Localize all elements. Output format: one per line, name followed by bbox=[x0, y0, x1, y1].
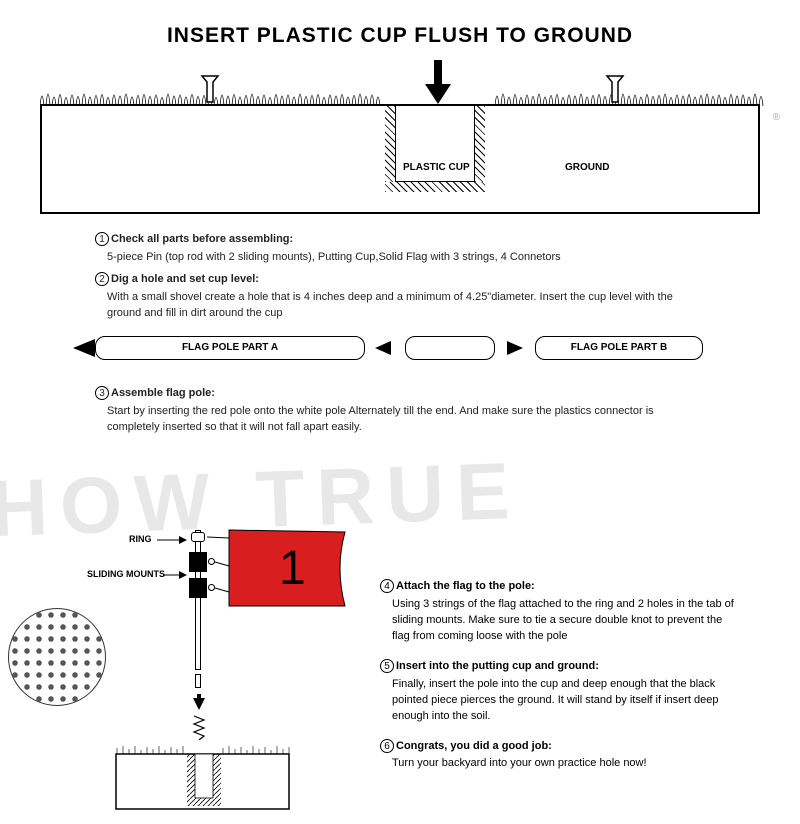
step-4-body: Using 3 strings of the flag attached to … bbox=[392, 597, 740, 645]
sliding-arrow-icon bbox=[163, 571, 187, 579]
svg-text:1: 1 bbox=[279, 542, 306, 595]
golf-ball-icon bbox=[8, 608, 106, 706]
mini-ground-diagram bbox=[115, 744, 290, 810]
pole-connector bbox=[405, 336, 495, 360]
step-3-num: 3 bbox=[95, 386, 109, 400]
step-2-head: Dig a hole and set cup level: bbox=[111, 273, 259, 285]
instructions-right: 4Attach the flag to the pole: Using 3 st… bbox=[380, 579, 740, 786]
plastic-cup-label: PLASTIC CUP bbox=[403, 162, 470, 173]
cross-section-diagram: PLASTIC CUP GROUND bbox=[40, 56, 760, 226]
step-1-body: 5-piece Pin (top rod with 2 sliding moun… bbox=[107, 250, 705, 266]
cup-bottom bbox=[385, 182, 485, 192]
step-1-head: Check all parts before assembling: bbox=[111, 233, 293, 245]
pole-part-a: FLAG POLE PART A bbox=[95, 336, 365, 360]
tee-right-icon bbox=[605, 74, 625, 106]
cup-wall-right bbox=[475, 104, 485, 182]
step-5-num: 5 bbox=[380, 659, 394, 673]
arrow-left-icon bbox=[73, 339, 95, 357]
step-5-body: Finally, insert the pole into the cup an… bbox=[392, 677, 740, 725]
flag-pole bbox=[195, 530, 201, 670]
pole-part-b: FLAG POLE PART B bbox=[535, 336, 703, 360]
main-title: INSERT PLASTIC CUP FLUSH TO GROUND bbox=[0, 24, 800, 48]
instructions-top: 1Check all parts before assembling: 5-pi… bbox=[95, 232, 705, 322]
arrow-down-icon bbox=[425, 60, 451, 104]
step-2-num: 2 bbox=[95, 272, 109, 286]
sliding-mounts-label: SLIDING MOUNTS bbox=[87, 569, 165, 579]
step-3-body: Start by inserting the red pole onto the… bbox=[107, 404, 705, 436]
step-6-body: Turn your backyard into your own practic… bbox=[392, 756, 740, 772]
pole-tip bbox=[195, 674, 201, 688]
arrow-mid-right-icon bbox=[507, 341, 523, 355]
step-5-head: Insert into the putting cup and ground: bbox=[396, 660, 599, 672]
instructions-step3: 3Assemble flag pole: Start by inserting … bbox=[95, 386, 705, 436]
insert-arrow-icon bbox=[193, 694, 205, 710]
step-2-body: With a small shovel create a hole that i… bbox=[107, 290, 705, 322]
arrow-mid-left-icon bbox=[375, 341, 391, 355]
cup-wall-left bbox=[385, 104, 395, 182]
ground-label: GROUND bbox=[565, 162, 609, 173]
step-6-head: Congrats, you did a good job: bbox=[396, 740, 552, 752]
ring-label: RING bbox=[129, 534, 152, 544]
pole-diagram: FLAG POLE PART A FLAG POLE PART B bbox=[95, 336, 705, 372]
step-1-num: 1 bbox=[95, 232, 109, 246]
ring-arrow-icon bbox=[157, 536, 187, 544]
step-4-num: 4 bbox=[380, 579, 394, 593]
step-6-num: 6 bbox=[380, 739, 394, 753]
flag-icon: 1 bbox=[227, 528, 347, 610]
flag-assembly-diagram: RING SLIDING MOUNTS 1 bbox=[95, 526, 355, 811]
step-4-head: Attach the flag to the pole: bbox=[396, 580, 535, 592]
spring-icon bbox=[192, 714, 206, 740]
tee-left-icon bbox=[200, 74, 220, 106]
step-3-head: Assemble flag pole: bbox=[111, 387, 215, 399]
